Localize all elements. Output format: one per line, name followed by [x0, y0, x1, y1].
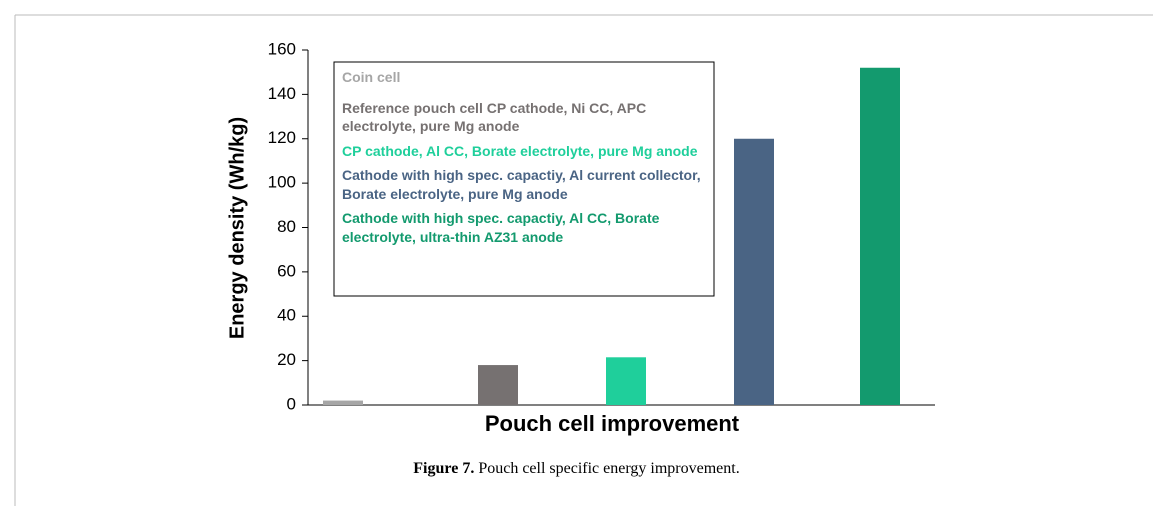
y-tick-label: 80	[277, 217, 296, 236]
x-axis-label: Pouch cell improvement	[485, 411, 740, 436]
y-tick-label: 160	[268, 39, 296, 58]
y-tick-label: 140	[268, 84, 296, 103]
figure-caption: Figure 7. Pouch cell specific energy imp…	[0, 460, 1153, 478]
y-tick-label: 20	[277, 350, 296, 369]
bar	[478, 365, 518, 405]
bar	[860, 67, 900, 405]
caption-label: Figure 7.	[413, 460, 475, 477]
legend-entry: Reference pouch cell CP cathode, Ni CC, …	[342, 99, 647, 135]
y-tick-label: 120	[268, 128, 296, 147]
legend-entry: Cathode with high spec. capactiy, Al cur…	[342, 167, 701, 202]
bar	[734, 138, 774, 405]
bar	[323, 400, 363, 405]
y-tick-label: 60	[277, 261, 296, 280]
y-tick-label: 40	[277, 306, 296, 325]
legend-box	[333, 61, 715, 297]
y-tick-label: 100	[268, 173, 296, 192]
legend: Coin cell Reference pouch cell CP cathode…	[342, 68, 710, 252]
caption-text: Pouch cell specific energy improvement.	[478, 460, 740, 477]
legend-entry: CP cathode, Al CC, Borate electrolyte, p…	[342, 142, 698, 159]
y-tick-label: 0	[287, 394, 296, 413]
y-axis-label: Energy density (Wh/kg)	[226, 117, 248, 339]
legend-entry: Cathode with high spec. capactiy, Al CC,…	[342, 210, 660, 245]
legend-entry: Coin cell	[342, 69, 401, 85]
bar	[606, 357, 646, 405]
